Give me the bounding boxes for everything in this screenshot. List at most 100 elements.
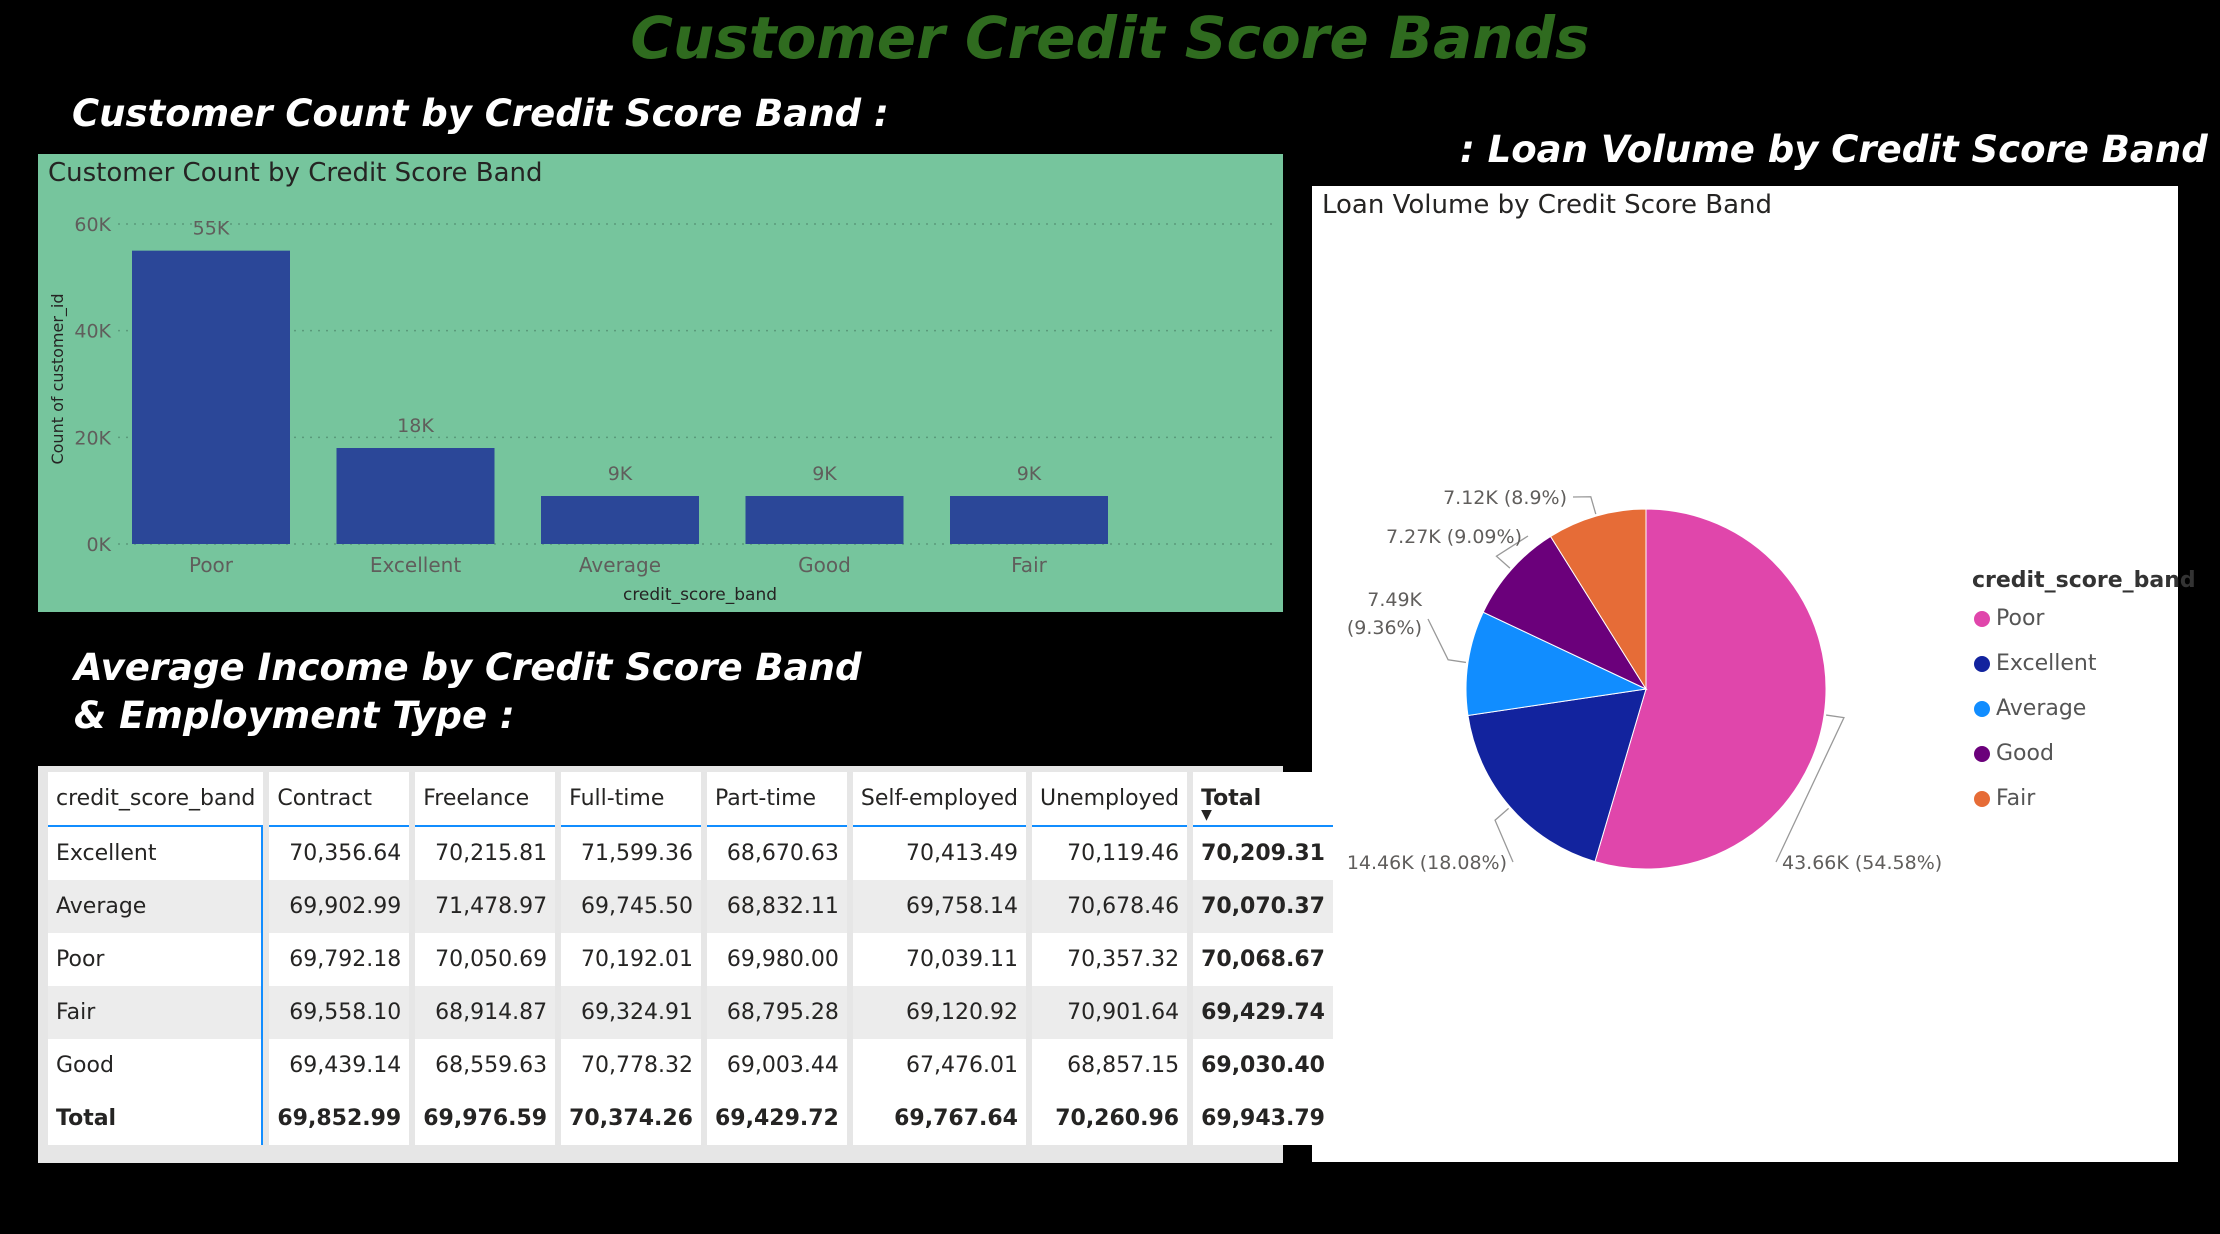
pie-data-label: (9.36%)	[1347, 617, 1422, 639]
bar-data-label: 9K	[1017, 463, 1042, 485]
bar-x-axis-label: credit_score_band	[623, 585, 777, 605]
table-row[interactable]: Average 69,902.99 71,478.97 69,745.50 68,832…	[48, 880, 1333, 933]
table-cell: 69,120.92	[852, 986, 1026, 1039]
legend-marker-icon	[1974, 655, 1990, 672]
column-header-credit-score-band[interactable]: credit_score_band	[48, 772, 264, 827]
bar-y-tick-label: 40K	[74, 321, 111, 343]
column-header-unemployed[interactable]: Unemployed	[1032, 772, 1188, 827]
pie-slice-good[interactable]	[1482, 535, 1648, 691]
bar-good[interactable]	[745, 496, 904, 544]
table-cell: 69,003.44	[707, 1039, 847, 1092]
legend-label: Fair	[1996, 786, 2036, 811]
pie-leader-line	[1572, 496, 1597, 515]
page-title: Customer Credit Score Bands	[630, 4, 1590, 72]
column-header-full-time[interactable]: Full-time	[561, 772, 701, 827]
table-cell: 69,429.72	[707, 1092, 847, 1145]
bar-x-tick-label: Average	[579, 553, 661, 577]
pie-legend-title: credit_score_band	[1972, 568, 2196, 593]
table-cell: 70,068.67	[1193, 933, 1333, 986]
table-section-title-line2: & Employment Type :	[74, 694, 515, 737]
legend-item-fair[interactable]: Fair	[1974, 786, 2035, 811]
bar-y-tick-label: 20K	[74, 427, 111, 449]
legend-label: Average	[1996, 696, 2087, 721]
pie-leader-line	[1427, 618, 1467, 664]
column-header-part-time[interactable]: Part-time	[707, 772, 847, 827]
table-cell: 69,902.99	[269, 880, 410, 933]
bar-excellent[interactable]	[336, 448, 495, 544]
pie-slice-average[interactable]	[1465, 611, 1648, 717]
table-cell: 70,119.46	[1032, 827, 1188, 880]
table-cell: 70,413.49	[852, 827, 1026, 880]
table-header-row: credit_score_band Contract Freelance Ful…	[48, 772, 1333, 827]
row-label-cell: Fair	[48, 986, 264, 1039]
column-header-freelance[interactable]: Freelance	[415, 772, 556, 827]
legend-marker-icon	[1974, 610, 1990, 627]
bar-y-tick-label: 60K	[74, 214, 111, 236]
table-cell: 70,050.69	[415, 933, 556, 986]
column-header-total[interactable]: Total ▼	[1193, 772, 1333, 827]
table-cell: 69,758.14	[852, 880, 1026, 933]
pie-data-label: 7.12K (8.9%)	[1443, 487, 1567, 509]
table-cell: 69,980.00	[707, 933, 847, 986]
table-cell: 69,558.10	[269, 986, 410, 1039]
legend-item-poor[interactable]: Poor	[1974, 606, 2044, 631]
bar-average[interactable]	[541, 496, 699, 544]
pie-leader-line	[1495, 535, 1529, 569]
column-header-contract[interactable]: Contract	[269, 772, 410, 827]
table-cell: 70,039.11	[852, 933, 1026, 986]
table-total-row[interactable]: Total 69,852.99 69,976.59 70,374.26 69,429.7…	[48, 1092, 1333, 1145]
table-cell: 70,901.64	[1032, 986, 1188, 1039]
sort-desc-icon: ▼	[1201, 807, 1212, 823]
row-label-cell: Total	[48, 1092, 264, 1145]
table-row[interactable]: Fair 69,558.10 68,914.87 69,324.91 68,795.28…	[48, 986, 1333, 1039]
bar-chart-title: Customer Count by Credit Score Band	[48, 158, 543, 188]
bar-chart-panel[interactable]: Customer Count by Credit Score Band 0K 20…	[38, 154, 1283, 612]
income-table: credit_score_band Contract Freelance Ful…	[42, 772, 1339, 1145]
legend-label: Poor	[1996, 606, 2045, 631]
table-cell: 70,070.37	[1193, 880, 1333, 933]
table-cell: 69,439.14	[269, 1039, 410, 1092]
bar-data-label: 9K	[812, 463, 837, 485]
table-cell: 70,356.64	[269, 827, 410, 880]
table-cell: 68,670.63	[707, 827, 847, 880]
pie-data-label: 7.27K (9.09%)	[1386, 526, 1522, 548]
table-cell: 69,767.64	[852, 1092, 1026, 1145]
table-row[interactable]: Good 69,439.14 68,559.63 70,778.32 69,003.44…	[48, 1039, 1333, 1092]
table-cell: 70,215.81	[415, 827, 556, 880]
legend-item-good[interactable]: Good	[1974, 741, 2054, 766]
legend-item-excellent[interactable]: Excellent	[1974, 651, 2097, 676]
bar-poor[interactable]	[132, 250, 290, 544]
table-cell: 68,832.11	[707, 880, 847, 933]
bar-fair[interactable]	[950, 496, 1108, 544]
pie-slice-excellent[interactable]	[1467, 688, 1647, 863]
table-cell: 69,324.91	[561, 986, 701, 1039]
table-cell: 69,792.18	[269, 933, 410, 986]
table-body: Excellent 70,356.64 70,215.81 71,599.36 68,6…	[48, 827, 1333, 1145]
table-cell: 70,678.46	[1032, 880, 1188, 933]
bar-y-axis-label: Count of customer_id	[48, 293, 68, 464]
pie-slice-poor[interactable]	[1594, 508, 1827, 870]
table-cell: 70,192.01	[561, 933, 701, 986]
table-cell: 69,976.59	[415, 1092, 556, 1145]
pie-chart: 43.66K (54.58%) 14.46K (18.08%) 7.49K (9.36…	[1347, 487, 1942, 874]
pie-data-label: 43.66K (54.58%)	[1782, 852, 1942, 874]
pie-section-title: : Loan Volume by Credit Score Band	[1460, 128, 2208, 171]
table-cell: 69,429.74	[1193, 986, 1333, 1039]
column-header-self-employed[interactable]: Self-employed	[852, 772, 1026, 827]
row-label-cell: Good	[48, 1039, 264, 1092]
table-cell: 70,357.32	[1032, 933, 1188, 986]
table-row[interactable]: Excellent 70,356.64 70,215.81 71,599.36 68,6…	[48, 827, 1333, 880]
bar-data-label: 9K	[608, 463, 633, 485]
bar-x-tick-label: Poor	[189, 553, 234, 577]
bar-x-tick-label: Good	[798, 553, 851, 577]
legend-item-average[interactable]: Average	[1974, 696, 2086, 721]
bar-x-tick-label: Excellent	[370, 553, 462, 577]
pie-leader-line	[1494, 807, 1514, 863]
pie-chart-panel[interactable]: Loan Volume by Credit Score Band 43.66K …	[1312, 186, 2196, 1162]
pie-slice-fair[interactable]	[1549, 508, 1647, 691]
table-cell: 69,943.79	[1193, 1092, 1333, 1145]
table-cell: 69,745.50	[561, 880, 701, 933]
table-cell: 70,209.31	[1193, 827, 1333, 880]
table-cell: 69,030.40	[1193, 1039, 1333, 1092]
table-row[interactable]: Poor 69,792.18 70,050.69 70,192.01 69,980.00…	[48, 933, 1333, 986]
